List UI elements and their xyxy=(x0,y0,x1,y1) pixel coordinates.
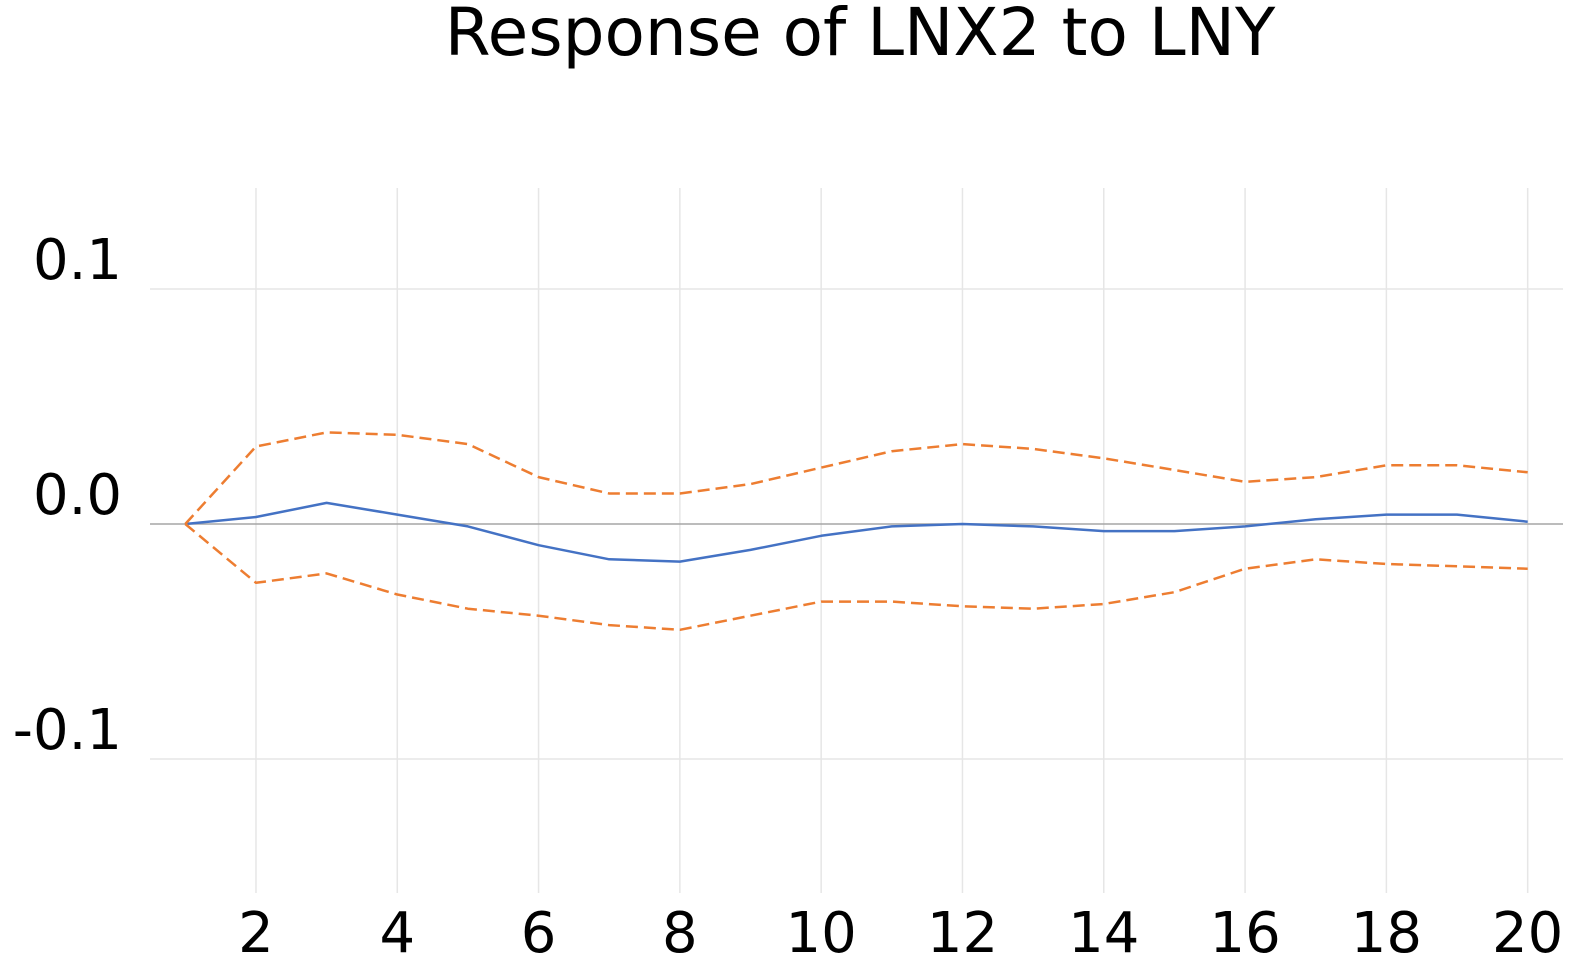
x-tick-label: 14 xyxy=(1068,901,1139,961)
x-tick-label: 4 xyxy=(379,901,415,961)
chart-title: Response of LNX2 to LNY xyxy=(445,0,1276,71)
lower-band-line xyxy=(184,523,1528,632)
x-tick-label: 16 xyxy=(1209,901,1280,961)
grid xyxy=(150,188,1563,893)
y-tick-label: 0.1 xyxy=(33,228,122,293)
x-tick-label: 10 xyxy=(786,901,857,961)
y-axis-ticks: -0.1 0.0 0.1 xyxy=(13,228,122,763)
y-tick-label: 0.0 xyxy=(33,463,122,528)
x-tick-label: 12 xyxy=(927,901,998,961)
series-group xyxy=(184,431,1528,632)
x-tick-label: 6 xyxy=(521,901,557,961)
x-axis-ticks: 2 4 6 8 10 12 14 16 18 20 xyxy=(238,901,1563,961)
upper-band-line xyxy=(184,431,1528,525)
response-line xyxy=(185,501,1528,563)
x-tick-label: 20 xyxy=(1492,901,1563,961)
y-tick-label: -0.1 xyxy=(13,698,122,763)
x-tick-label: 18 xyxy=(1351,901,1422,961)
x-tick-label: 8 xyxy=(662,901,698,961)
x-tick-label: 2 xyxy=(238,901,274,961)
